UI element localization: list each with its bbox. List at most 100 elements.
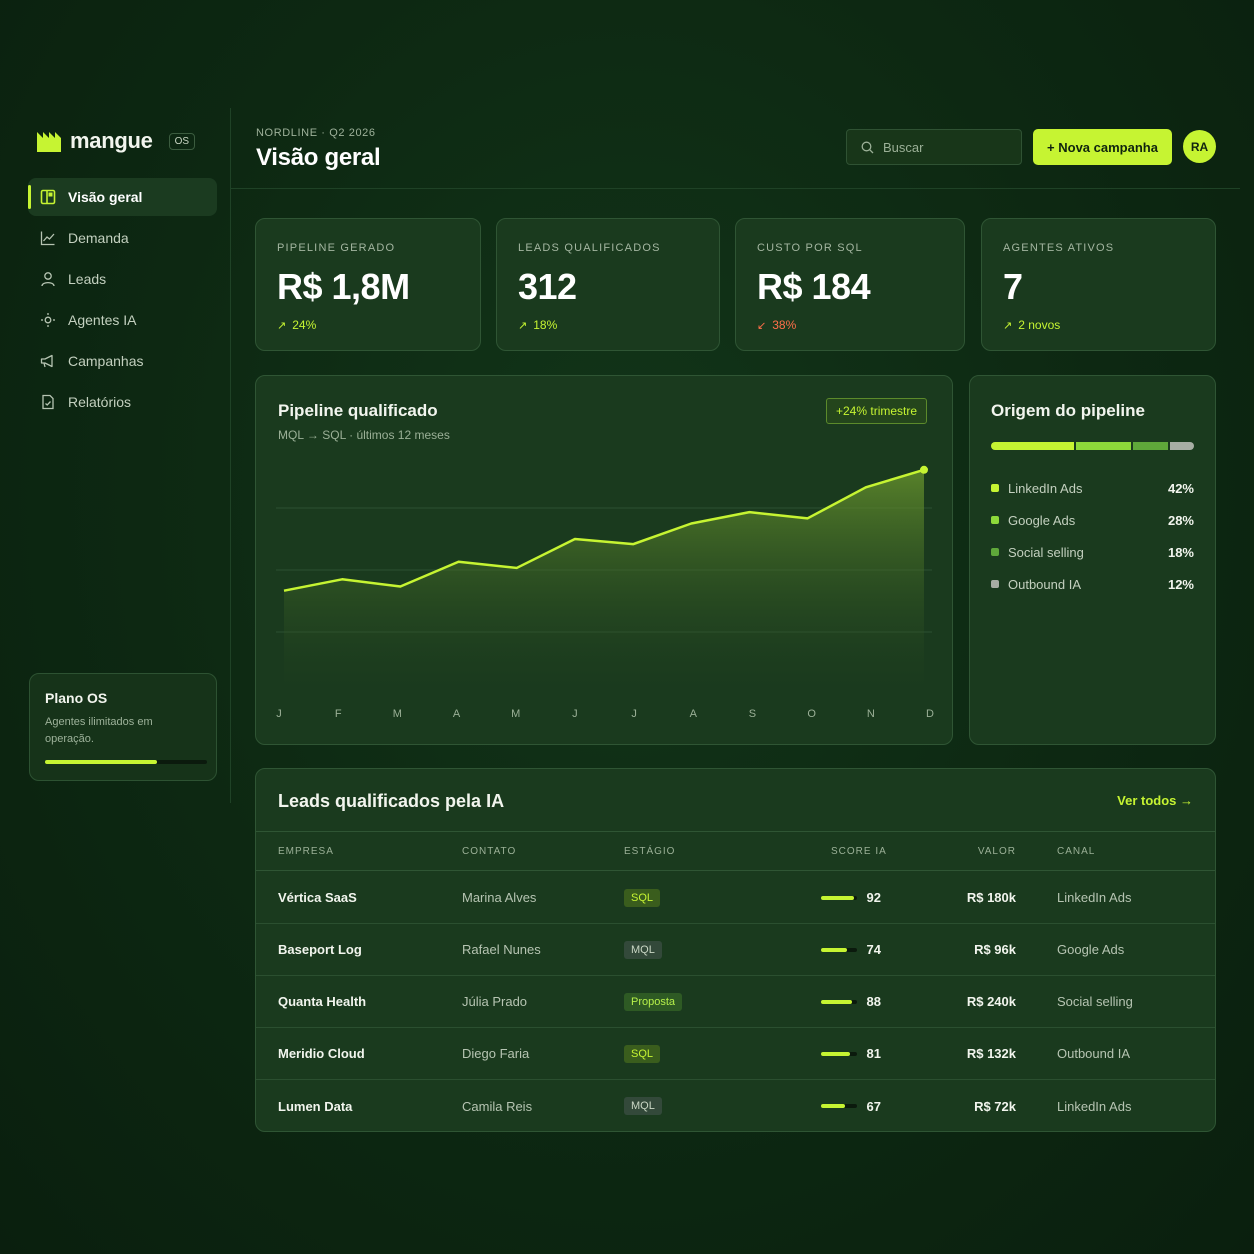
- leads-table-card: Leads qualificados pela IA Ver todos → E…: [255, 768, 1216, 1132]
- search-input[interactable]: [883, 139, 1003, 155]
- logo-mark-icon: [37, 132, 61, 152]
- value-cell: R$ 132k: [966, 1046, 1016, 1061]
- sidebar-item-demanda[interactable]: Demanda: [28, 219, 217, 257]
- column-header[interactable]: CANAL: [1057, 845, 1096, 857]
- kpi-value: 312: [518, 266, 577, 307]
- chart-subtitle: MQL → SQL · últimos 12 meses: [278, 428, 450, 442]
- kpi-value: 7: [1003, 266, 1023, 307]
- new-campaign-button[interactable]: + Nova campanha: [1033, 129, 1172, 165]
- company-cell: Vértica SaaS: [278, 890, 357, 905]
- contact-cell: Diego Faria: [462, 1046, 530, 1061]
- arrow-up-right-icon: ↗: [518, 319, 528, 332]
- sidebar-item-visao-geral[interactable]: Visão geral: [28, 178, 217, 216]
- table-row[interactable]: Meridio Cloud Diego Faria SQL 81 R$ 132k Outb…: [256, 1028, 1215, 1080]
- column-header[interactable]: CONTATO: [462, 845, 517, 857]
- kpi-card-agents[interactable]: AGENTES ATIVOS 7 ↗ 2 novos: [981, 218, 1216, 351]
- sidebar-item-agentes-ia[interactable]: Agentes IA: [28, 301, 217, 339]
- sidebar-item-label: Campanhas: [68, 353, 144, 369]
- search-box[interactable]: [846, 129, 1022, 165]
- x-tick-label: A: [453, 708, 461, 720]
- sidebar-divider: [230, 108, 231, 803]
- column-header[interactable]: VALOR: [977, 845, 1016, 857]
- value-cell: R$ 180k: [966, 890, 1016, 905]
- brand-logo[interactable]: mangue OS: [36, 128, 196, 154]
- brand-name: mangue: [70, 128, 153, 153]
- arrow-down-left-icon: ↙: [757, 319, 767, 332]
- x-tick-label: A: [690, 708, 698, 720]
- kpi-delta-value: 18%: [533, 318, 558, 332]
- table-row[interactable]: Vértica SaaS Marina Alves SQL 92 R$ 180k Link…: [256, 872, 1215, 924]
- x-tick-label: M: [511, 708, 520, 720]
- column-header[interactable]: EMPRESA: [278, 845, 334, 857]
- score-cell: 81: [821, 1028, 881, 1079]
- origin-bar-segment: [991, 442, 1074, 450]
- avatar[interactable]: RA: [1183, 130, 1216, 163]
- origin-pct: 12%: [1167, 576, 1194, 592]
- kpi-delta-value: 38%: [772, 318, 797, 332]
- company-cell: Meridio Cloud: [278, 1046, 365, 1061]
- kpi-card-pipeline[interactable]: PIPELINE GERADO R$ 1,8M ↗ 24%: [255, 218, 481, 351]
- score-value: 88: [866, 994, 881, 1009]
- x-tick-label: J: [276, 708, 282, 720]
- kpi-card-leads[interactable]: LEADS QUALIFICADOS 312 ↗ 18%: [496, 218, 720, 351]
- sidebar-nav: Visão geral Demanda Leads Agentes IA Cam…: [28, 178, 217, 424]
- origin-title: Origem do pipeline: [991, 401, 1145, 420]
- plan-progress-fill: [45, 760, 157, 764]
- plan-title: Plano OS: [45, 690, 108, 706]
- score-cell: 92: [821, 872, 881, 923]
- brand-badge: OS: [168, 132, 196, 150]
- x-tick-label: S: [749, 708, 756, 720]
- page-eyebrow: NORDLINE · Q2 2026: [256, 127, 376, 139]
- sidebar-item-relatorios[interactable]: Relatórios: [28, 383, 217, 421]
- origin-name: LinkedIn Ads: [1008, 480, 1083, 496]
- column-header[interactable]: ESTÁGIO: [624, 845, 676, 857]
- sidebar-item-campanhas[interactable]: Campanhas: [28, 342, 217, 380]
- plan-card[interactable]: Plano OS Agentes ilimitados em operação.: [29, 673, 217, 781]
- table-row[interactable]: Baseport Log Rafael Nunes MQL 74 R$ 96k Googl…: [256, 924, 1215, 976]
- stage-badge: MQL: [624, 940, 662, 959]
- sidebar-item-label: Demanda: [68, 230, 129, 246]
- arrow-up-right-icon: ↗: [277, 319, 287, 332]
- column-header[interactable]: SCORE IA: [831, 845, 887, 857]
- origin-row: Google Ads 28%: [991, 504, 1194, 536]
- x-tick-label: F: [335, 708, 342, 720]
- score-cell: 67: [821, 1080, 881, 1131]
- score-bar: [821, 1104, 857, 1108]
- trend-icon: [40, 230, 56, 246]
- user-icon: [40, 271, 56, 287]
- origin-pct: 42%: [1167, 480, 1194, 496]
- origin-stacked-bar: [991, 442, 1194, 450]
- score-bar: [821, 1051, 857, 1056]
- origin-row: Social selling 18%: [991, 536, 1194, 568]
- origin-bar-segment: [1075, 442, 1131, 450]
- score-bar: [821, 895, 857, 900]
- x-tick-label: N: [867, 708, 875, 720]
- contact-cell: Júlia Prado: [462, 994, 528, 1009]
- sidebar-item-leads[interactable]: Leads: [28, 260, 217, 298]
- header-divider: [231, 188, 1240, 189]
- document-icon: [40, 394, 56, 410]
- sidebar-item-label: Relatórios: [68, 394, 132, 410]
- kpi-delta: ↗ 24%: [277, 318, 459, 332]
- chart-title: Pipeline qualificado: [278, 401, 438, 420]
- page-title: Visão geral: [256, 144, 381, 171]
- pipeline-area: [284, 469, 924, 694]
- kpi-card-cost[interactable]: CUSTO POR SQL R$ 184 ↙ 38%: [735, 218, 965, 351]
- score-bar-fill: [821, 895, 854, 900]
- kpi-label: CUSTO POR SQL: [757, 242, 863, 254]
- value-cell: R$ 240k: [966, 994, 1016, 1009]
- channel-cell: Google Ads: [1057, 942, 1125, 957]
- table-row[interactable]: Quanta Health Júlia Prado Proposta 88 R$ 240…: [256, 976, 1215, 1028]
- data-point: [920, 465, 928, 474]
- score-bar-fill: [821, 1051, 850, 1056]
- origin-name: Social selling: [1008, 544, 1084, 560]
- table-row[interactable]: Lumen Data Camila Reis MQL 67 R$ 72k LinkedIn…: [256, 1080, 1215, 1131]
- origin-card: Origem do pipeline LinkedIn Ads 42% Goog…: [969, 375, 1216, 745]
- kpi-delta: ↗ 2 novos: [1003, 318, 1194, 332]
- score-value: 92: [866, 890, 881, 905]
- score-bar-fill: [821, 1104, 845, 1108]
- see-all-link[interactable]: Ver todos →: [1117, 793, 1193, 808]
- bulb-icon: [40, 312, 56, 328]
- score-cell: 74: [821, 924, 881, 975]
- stage-badge: MQL: [624, 1097, 662, 1115]
